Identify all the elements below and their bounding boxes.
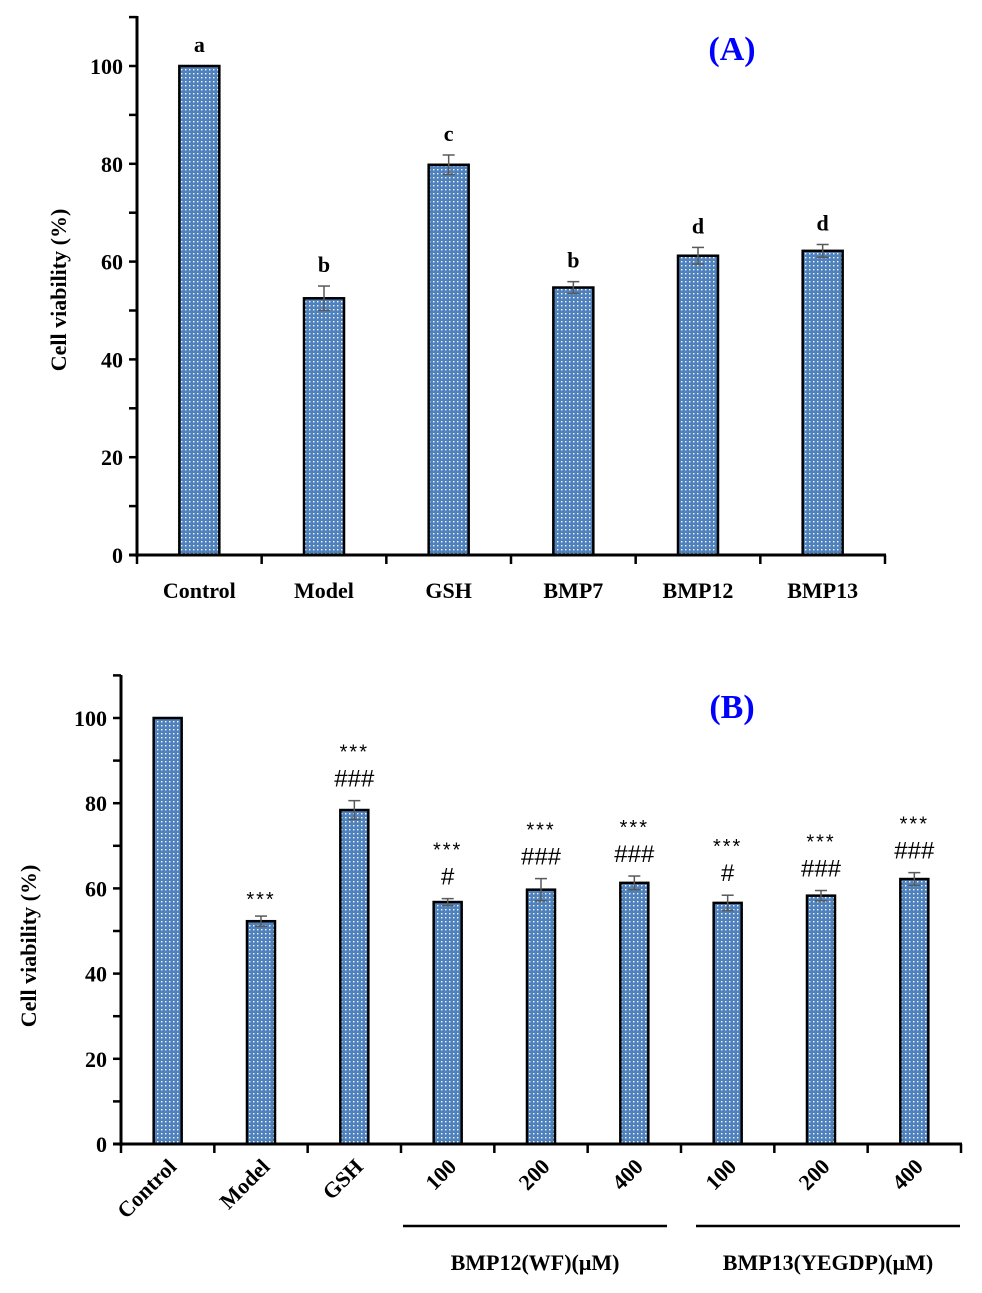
group-label: BMP13(YEGDP)(μM) [723, 1250, 933, 1275]
significance-stars: *** [246, 889, 275, 911]
x-tick-label: 400 [887, 1154, 928, 1195]
significance-stars: *** [713, 836, 742, 858]
bar-control [178, 64, 221, 557]
significance-stars: *** [806, 832, 835, 854]
panel-a-annotations: a b c b d d [194, 32, 829, 277]
x-tick-label: 100 [420, 1154, 461, 1195]
error-bar [908, 871, 921, 887]
error-bar [721, 894, 734, 912]
bar-bmp13 [801, 249, 844, 557]
y-tick-label: 80 [85, 791, 107, 816]
significance-hash: # [721, 860, 735, 887]
error-bar [255, 915, 267, 928]
panel-a-x-axis: Control Model GSH BMP7 BMP12 BMP13 [129, 553, 887, 603]
error-bar [567, 280, 580, 295]
x-tick-label: GSH [317, 1154, 368, 1205]
panel-a-chart: 0 20 40 60 80 100 Control Model GSH BMP7 BMP12 BMP… [46, 15, 887, 603]
bar-400 [619, 881, 650, 1146]
panel-b-bars [152, 716, 930, 1146]
significance-letter: c [444, 121, 454, 146]
x-tick-label: Model [215, 1154, 275, 1214]
panel-b-y-axis: 0 20 40 60 80 100 [74, 674, 123, 1157]
y-tick-label: 80 [101, 152, 123, 177]
significance-hash: # [441, 864, 455, 891]
bar-bmp12 [676, 254, 720, 557]
significance-stars: *** [340, 742, 369, 764]
significance-hash: ### [894, 838, 935, 865]
error-bar [816, 243, 829, 258]
panel-a-bars [178, 64, 844, 557]
x-tick-label: Control [112, 1154, 181, 1223]
y-tick-label: 40 [101, 347, 123, 372]
x-tick-label: 100 [700, 1154, 741, 1195]
error-bar [442, 154, 455, 176]
x-tick-label: BMP12 [663, 578, 734, 603]
x-tick-label: Control [163, 578, 236, 603]
group-label: BMP12(WF)(μM) [451, 1250, 620, 1275]
bar-bmp7 [552, 286, 595, 557]
significance-letter: d [817, 210, 829, 235]
error-bar [318, 285, 330, 312]
bar-gsh [427, 163, 470, 557]
panel-b-annotations: ***###***#*** ###***###***#***###*** ###**… [246, 742, 935, 911]
y-tick-label: 60 [85, 876, 107, 901]
y-tick-label: 100 [90, 54, 123, 79]
y-tick-label: 0 [112, 543, 123, 568]
significance-hash: ### [334, 766, 375, 793]
y-tick-label: 0 [96, 1132, 107, 1157]
bar-100 [712, 901, 743, 1146]
bar-200 [805, 894, 837, 1146]
panel-b-groups: BMP12(WF)(μM) BMP13(YEGDP)(μM) [403, 1224, 960, 1275]
x-tick-label: GSH [425, 578, 471, 603]
error-bar [692, 246, 704, 265]
significance-hash: ### [521, 844, 562, 871]
significance-stars: *** [900, 814, 929, 836]
error-bar [535, 877, 547, 902]
error-bar [348, 799, 361, 821]
significance-stars: *** [526, 820, 555, 842]
significance-stars: *** [433, 840, 462, 862]
panel-b-label: (B) [709, 689, 754, 726]
panel-b-y-axis-label: Cell viability (%) [16, 865, 41, 1028]
panel-b-chart: 0 20 40 60 80 100 Control Model GSH 100 200 400 100… [16, 674, 963, 1275]
y-tick-label: 20 [101, 445, 123, 470]
bar-gsh [339, 808, 370, 1146]
significance-letter: d [692, 213, 704, 238]
panel-a-y-axis: 0 20 40 60 80 100 [90, 15, 139, 568]
significance-letter: a [194, 32, 205, 57]
bar-100 [432, 900, 463, 1146]
bar-200 [525, 888, 557, 1146]
y-tick-label: 60 [101, 250, 123, 275]
significance-letter: b [318, 252, 330, 277]
error-bar [628, 875, 641, 891]
panel-b-error-bars [255, 799, 921, 928]
bar-400 [899, 877, 930, 1146]
error-bar [815, 889, 827, 902]
significance-stars: *** [620, 817, 649, 839]
x-tick-label: Model [294, 578, 354, 603]
panel-a-label: (A) [708, 31, 755, 68]
y-tick-label: 40 [85, 962, 107, 987]
bar-model [302, 297, 346, 557]
significance-hash: ### [614, 841, 655, 868]
x-tick-label: 400 [607, 1154, 648, 1195]
panel-a-error-bars [318, 154, 829, 312]
significance-letter: b [567, 248, 579, 273]
panel-b-x-axis: Control Model GSH 100 200 400 100 200 400 [112, 1142, 963, 1223]
x-tick-label: 200 [514, 1154, 555, 1195]
y-tick-label: 100 [74, 706, 107, 731]
y-tick-label: 20 [85, 1047, 107, 1072]
x-tick-label: BMP13 [787, 578, 858, 603]
x-tick-label: BMP7 [543, 578, 603, 603]
significance-hash: ### [801, 856, 842, 883]
error-bar [441, 897, 454, 907]
panel-a-y-axis-label: Cell viability (%) [46, 209, 71, 372]
bar-model [245, 919, 277, 1146]
bar-control [152, 716, 183, 1146]
x-tick-label: 200 [794, 1154, 835, 1195]
